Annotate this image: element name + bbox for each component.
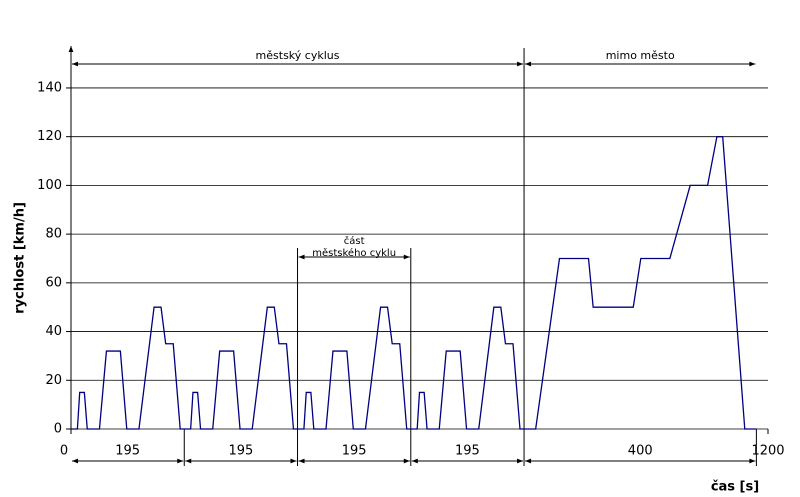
segment-label: 195 <box>115 444 140 459</box>
y-tick-label: 0 <box>54 422 62 437</box>
y-tick-label: 140 <box>37 80 62 95</box>
y-tick-label: 80 <box>45 227 62 242</box>
x-tick-label: 1200 <box>751 444 784 459</box>
y-tick-label: 120 <box>37 129 62 144</box>
segment-label: 400 <box>628 444 653 459</box>
part-label: městského cyklu <box>312 247 396 259</box>
y-tick-label: 40 <box>45 324 62 339</box>
urban-label: městský cyklus <box>256 49 340 62</box>
segment-label: 195 <box>228 444 253 459</box>
y-tick-label: 100 <box>37 178 62 193</box>
extra-urban-label: mimo město <box>606 49 675 62</box>
speed-line <box>71 136 757 430</box>
x-axis-label: čas [s] <box>711 480 759 495</box>
y-tick-label: 60 <box>45 275 62 290</box>
segment-label: 195 <box>455 444 480 459</box>
y-axis-label: rychlost [km/h] <box>13 202 28 314</box>
part-label: část <box>344 235 365 247</box>
y-tick-label: 20 <box>45 373 62 388</box>
segment-label: 195 <box>342 444 367 459</box>
x-tick-label: 0 <box>60 444 68 459</box>
